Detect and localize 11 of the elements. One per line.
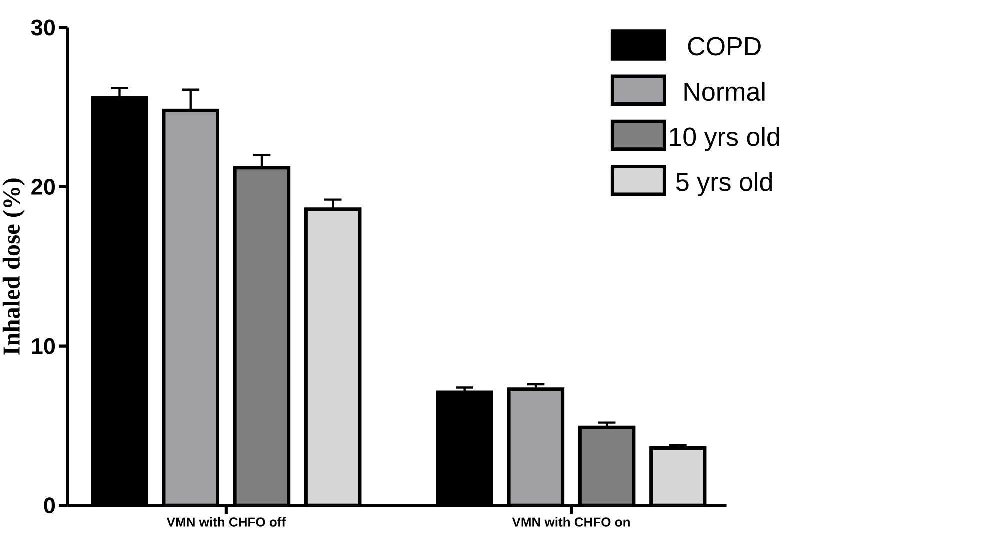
y-tick-label: 30: [31, 20, 56, 36]
x-tick-label: VMN with CHFO off: [166, 517, 286, 527]
y-tick-label: 20: [32, 179, 56, 196]
legend-label: 5 yrs old: [676, 172, 772, 197]
x-tick-label: VMN with CHFO on: [512, 517, 630, 527]
legend-label: Normal: [684, 82, 765, 102]
legend-label: 10 yrs old: [670, 127, 780, 152]
y-tick-label: 0: [44, 498, 56, 514]
y-axis-title: Inhaled dose (%): [2, 178, 25, 355]
y-tick-label: 10: [32, 338, 56, 354]
legend-label: COPD: [688, 37, 761, 56]
